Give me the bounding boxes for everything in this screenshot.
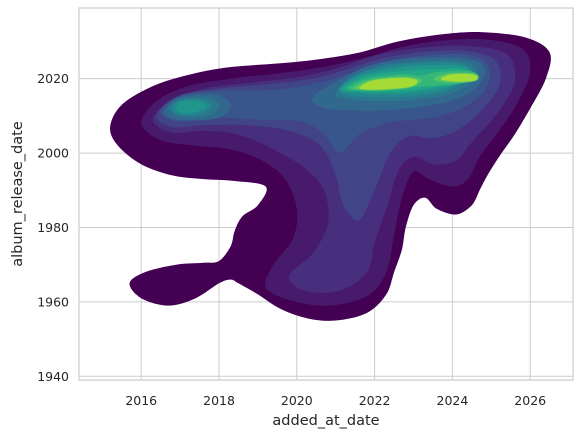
y-tick-label: 1960 (37, 294, 69, 309)
y-tick-label: 2000 (37, 146, 69, 161)
density-contour-level-13 (358, 77, 418, 90)
y-axis-label: album_release_date (10, 121, 26, 267)
x-axis-label: added_at_date (272, 413, 379, 429)
y-tick-label: 1980 (37, 220, 69, 235)
density-contour-level-13 (440, 73, 478, 82)
density-contours (110, 32, 551, 321)
density-contour-level-8 (176, 100, 206, 114)
y-tick-labels: 1940 1960 1980 2000 2020 (37, 71, 69, 384)
x-tick-label: 2026 (514, 393, 546, 408)
x-tick-labels: 2016 2018 2020 2022 2024 2026 (125, 393, 546, 408)
x-tick-label: 2016 (125, 393, 157, 408)
x-tick-label: 2020 (281, 393, 313, 408)
y-tick-label: 2020 (37, 71, 69, 86)
x-tick-label: 2018 (203, 393, 235, 408)
plot-frame (78, 7, 574, 381)
y-tick-label: 1940 (37, 369, 69, 384)
x-tick-label: 2024 (437, 393, 469, 408)
x-tick-label: 2022 (359, 393, 391, 408)
